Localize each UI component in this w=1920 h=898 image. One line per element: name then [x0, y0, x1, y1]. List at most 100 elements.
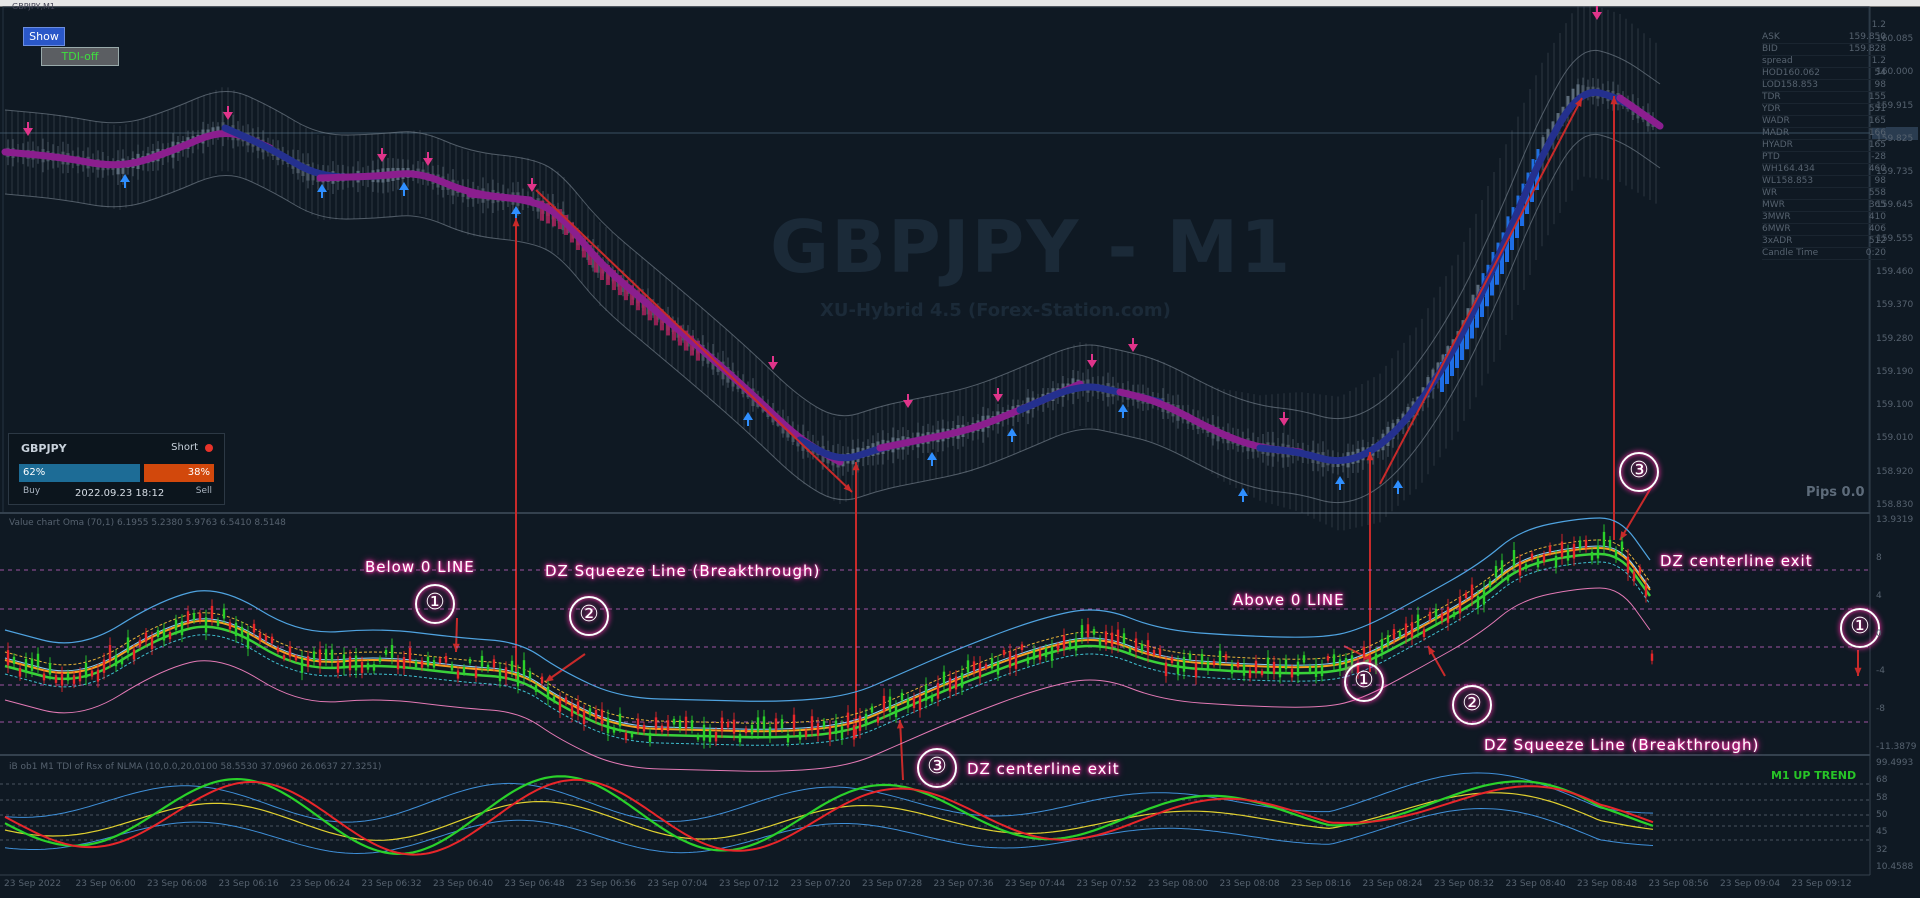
value-bar [834, 720, 838, 734]
value-bar [90, 670, 94, 677]
value-bar [1458, 597, 1462, 614]
symbol-tab[interactable]: GBPJPY,M1 [12, 2, 55, 11]
stats-value: 159.850 [1848, 32, 1886, 42]
annotation-arrow-icon [1854, 667, 1862, 676]
value-bar [1002, 649, 1006, 656]
value-bar [636, 718, 640, 730]
time-axis-label: 23 Sep 07:44 [1005, 879, 1066, 889]
axis-label: 159.555 [1876, 233, 1914, 244]
value-bar [1278, 664, 1282, 678]
value-bar [222, 608, 226, 619]
value-bar [702, 724, 706, 741]
stats-key: 3xADR [1762, 236, 1793, 246]
buy-percent-bar: 62% [19, 464, 140, 482]
value-bar [1512, 550, 1516, 566]
value-bar [1224, 654, 1228, 660]
value-bar [828, 726, 832, 740]
value-bar [378, 657, 382, 662]
stats-row: 3xADR 512 [1762, 236, 1886, 248]
stats-key: TDR [1762, 92, 1781, 102]
value-bar [492, 659, 496, 668]
value-bar [960, 673, 964, 688]
tdi-toggle-button[interactable]: TDI-off [41, 47, 119, 66]
annotation-arrow-icon [1366, 452, 1374, 461]
stats-key: YDR [1762, 104, 1781, 114]
value-bar [1128, 648, 1132, 653]
axis-label: 159.280 [1876, 333, 1914, 344]
stats-key: BID [1762, 44, 1778, 54]
trade-panel: GBPJPY Short 62% 38% Buy 2022.09.23 18:1… [8, 433, 225, 505]
value-bar [1194, 662, 1198, 678]
value-bar [552, 696, 556, 702]
bull-block [1485, 276, 1489, 307]
time-axis-label: 23 Sep 06:32 [361, 879, 422, 889]
time-axis-label: 23 Sep 06:56 [576, 879, 637, 889]
value-bar [1044, 648, 1048, 658]
value-bar [1188, 653, 1192, 660]
value-bar [1650, 653, 1654, 661]
value-bar [1038, 650, 1042, 660]
stats-value: 98 [1874, 176, 1886, 186]
value-bar [1644, 584, 1648, 597]
axis-label: 13.9319 [1876, 515, 1914, 525]
value-bar [1350, 655, 1354, 668]
panel-direction: Short [171, 442, 198, 453]
value-bar [1152, 649, 1156, 656]
value-bar [246, 633, 250, 649]
value-bar [798, 731, 802, 740]
stats-key: MADR [1762, 128, 1790, 138]
stats-value: 551 [1868, 104, 1886, 114]
sell-arrow-icon [768, 362, 778, 370]
value-bar [876, 716, 880, 723]
value-bar [132, 649, 136, 660]
value-dash-cyan [4, 561, 1651, 746]
ma-line-segment [221, 124, 384, 181]
value-bar [1242, 664, 1246, 676]
value-bar [462, 667, 466, 673]
stats-key: HYADR [1762, 140, 1793, 150]
show-button[interactable]: Show [23, 27, 65, 46]
value-bar [1290, 668, 1294, 678]
value-bar [1596, 545, 1600, 559]
stats-key: WH164.434 [1762, 164, 1815, 174]
value-bar [1176, 661, 1180, 675]
sell-arrow-icon [1592, 12, 1602, 20]
annotation-arrow-icon [1428, 646, 1436, 655]
value-bar [1560, 541, 1564, 557]
value-bar [1584, 539, 1588, 549]
ma-line-segment [1, 130, 274, 169]
value-bar [18, 668, 22, 677]
stats-key: Candle Time [1762, 248, 1819, 258]
annotation-arrow-icon [896, 720, 904, 729]
value-bar [1620, 541, 1624, 551]
annotation-arrow-icon [852, 462, 860, 471]
value-bar [1530, 553, 1534, 560]
stats-key: WADR [1762, 116, 1790, 126]
value-bar [822, 721, 826, 728]
marker-1-far-right: ① [1840, 608, 1880, 648]
axis-label: 58 [1876, 792, 1888, 803]
buy-arrow-icon [927, 452, 937, 460]
value-bar [1158, 648, 1162, 656]
value-bar [1536, 558, 1540, 568]
value-bar [882, 695, 886, 712]
value-bar [786, 734, 790, 743]
value-bar [1266, 657, 1270, 673]
value-bar [528, 671, 532, 679]
value-bar [264, 635, 268, 641]
value-bar [1140, 643, 1144, 652]
value-bar [1134, 638, 1138, 652]
value-bar [150, 637, 154, 650]
value-bar [1212, 660, 1216, 666]
value-bar [1548, 545, 1552, 553]
value-bar [1464, 592, 1468, 599]
value-upper-band [4, 517, 1651, 702]
value-bar [1434, 608, 1438, 620]
axis-label: 159.010 [1876, 433, 1914, 444]
value-bar [516, 671, 520, 687]
value-bar [12, 656, 16, 664]
bull-block [1530, 172, 1534, 202]
value-dash-yellow [4, 539, 1651, 724]
value-bar [1578, 540, 1582, 549]
chart-watermark: GBPJPY - M1 [770, 205, 1293, 289]
